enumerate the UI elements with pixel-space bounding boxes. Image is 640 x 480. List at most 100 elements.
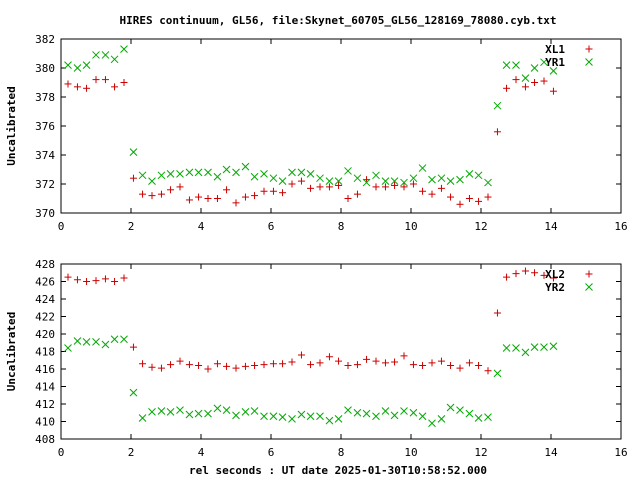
data-point [475, 362, 483, 369]
data-point [306, 169, 315, 178]
data-point [260, 169, 268, 178]
data-point [363, 355, 371, 363]
data-point [129, 388, 138, 397]
data-point [372, 183, 380, 191]
y-tick-label: 374 [35, 149, 55, 162]
cross-marker-b [213, 404, 222, 413]
x-tick-label: 16 [614, 220, 627, 233]
data-point [344, 167, 352, 175]
data-point [502, 61, 511, 69]
cross-marker-b [148, 177, 156, 185]
data-point [83, 84, 91, 92]
data-point [344, 406, 352, 414]
cross-marker-b [540, 58, 548, 67]
data-point [353, 361, 361, 369]
data-point [493, 369, 502, 378]
cross-marker-b [260, 169, 268, 178]
cross-marker-b [474, 414, 483, 422]
cross-marker-b [502, 61, 511, 69]
cross-marker-b [334, 415, 343, 423]
data-point [120, 79, 128, 86]
data-point [381, 183, 389, 191]
data-point [316, 174, 324, 183]
data-point [260, 412, 268, 421]
y-tick-label: 370 [35, 207, 55, 220]
data-point [334, 177, 343, 185]
data-point [111, 278, 119, 285]
cross-marker-b [110, 55, 119, 64]
legend-marker [585, 270, 593, 278]
data-point [484, 367, 492, 375]
data-point [437, 415, 446, 423]
cross-marker-b [222, 165, 231, 174]
data-point [418, 412, 427, 421]
data-point [148, 363, 156, 371]
data-point [269, 412, 278, 421]
data-point [465, 169, 474, 178]
data-point [297, 351, 305, 359]
data-point [157, 407, 166, 415]
chart-title: HIRES continuum, GL56, file:Skynet_60705… [119, 14, 556, 27]
cross-marker-b [194, 409, 203, 418]
data-point [447, 193, 455, 201]
data-point [428, 175, 436, 184]
data-point [194, 409, 203, 418]
data-point [391, 358, 399, 366]
data-point [222, 165, 231, 174]
data-point [446, 177, 455, 185]
data-point [390, 411, 399, 420]
data-point [344, 195, 352, 202]
data-point [540, 271, 548, 279]
cross-marker-b [456, 175, 464, 184]
data-point [241, 362, 249, 370]
data-point [465, 409, 474, 418]
legend-marker [585, 58, 593, 66]
cross-marker-b [493, 101, 502, 110]
data-point [493, 309, 501, 317]
data-point [204, 409, 212, 418]
data-point [531, 269, 539, 277]
cross-marker-b [446, 403, 455, 412]
cross-marker-b [101, 340, 110, 349]
cross-marker-b [110, 335, 119, 344]
cross-marker-b [82, 61, 91, 69]
data-point [437, 357, 445, 365]
data-point [222, 406, 231, 414]
data-point [549, 67, 558, 75]
cross-marker-b [194, 168, 203, 177]
cross-marker-b [64, 61, 72, 69]
data-point [213, 195, 221, 202]
data-point [167, 186, 175, 194]
data-point [278, 177, 287, 185]
data-point [223, 186, 231, 194]
cross-marker-b [232, 411, 240, 420]
data-point [92, 51, 100, 59]
data-point [185, 168, 194, 177]
data-point [241, 162, 250, 171]
cross-marker-b [484, 413, 492, 421]
data-point [73, 337, 82, 345]
y-tick-label: 382 [35, 33, 55, 46]
cross-marker-b [241, 162, 250, 171]
data-point [549, 342, 558, 351]
y-tick-label: 418 [35, 346, 55, 359]
cross-marker-b [232, 168, 240, 177]
cross-marker-b [521, 74, 530, 83]
x-tick-label: 16 [614, 446, 627, 459]
cross-marker-b [353, 408, 362, 417]
x-tick-label: 8 [338, 220, 345, 233]
cross-marker-b [390, 411, 399, 420]
data-point [195, 362, 203, 369]
data-point [334, 415, 343, 423]
y-tick-label: 428 [35, 258, 55, 271]
data-point [484, 178, 492, 187]
cross-marker-b [185, 410, 194, 419]
cross-marker-b [316, 412, 324, 421]
series-YR2 [64, 335, 558, 428]
data-point [456, 364, 464, 372]
data-point [521, 74, 530, 83]
cross-marker-b [512, 61, 520, 69]
cross-marker-b [222, 406, 231, 414]
x-tick-label: 4 [198, 446, 205, 459]
data-point [521, 348, 530, 357]
